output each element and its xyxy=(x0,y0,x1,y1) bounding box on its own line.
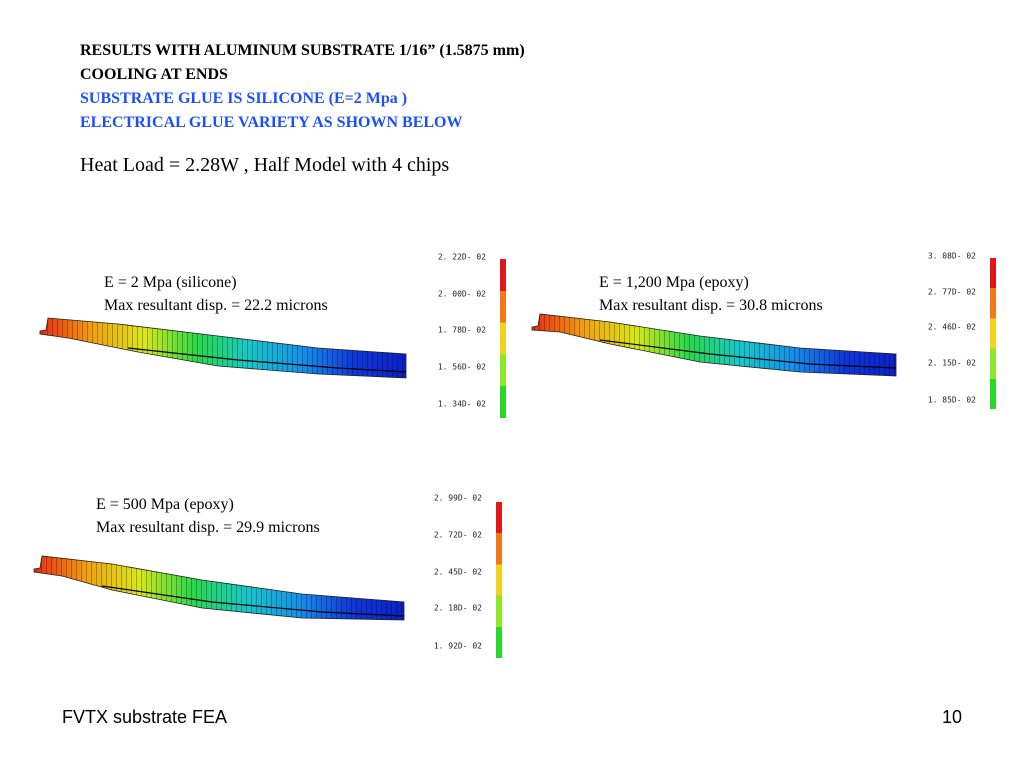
case-2-legend-tick-4: 1. 85D- 02 xyxy=(927,395,976,405)
case-2-legend-tick-2: 2. 46D- 02 xyxy=(927,322,976,332)
title-line-4: ELECTRICAL GLUE VARIETY AS SHOWN BELOW xyxy=(80,114,463,131)
case-1-labels: E = 2 Mpa (silicone) Max resultant disp.… xyxy=(104,271,328,317)
case-3-legend-tick-0: 2. 99D- 02 xyxy=(433,493,482,503)
case-1-legend-tick-0: 2. 22D- 02 xyxy=(437,252,486,262)
title-line-2: COOLING AT ENDS xyxy=(80,66,228,83)
case-3-legend-tick-4: 1. 92D- 02 xyxy=(433,641,482,651)
case-1-legend-tick-3: 1. 56D- 02 xyxy=(437,362,486,372)
case-3-beam-mesh xyxy=(34,556,404,620)
case-1-legend-tick-1: 2. 00D- 02 xyxy=(437,289,486,299)
case-3-legend-tick-2: 2. 45D- 02 xyxy=(433,567,482,577)
heat-load-text: Heat Load = 2.28W , Half Model with 4 ch… xyxy=(80,154,450,176)
case-2-legend-color-bar xyxy=(990,258,996,409)
case-2-legend-tick-3: 2. 15D- 02 xyxy=(927,358,976,368)
case-2-disp-label: Max resultant disp. = 30.8 microns xyxy=(599,297,823,314)
case-1-legend-tick-2: 1. 78D- 02 xyxy=(437,325,486,335)
case-2-beam-mesh xyxy=(532,314,896,376)
case-1-beam-plot xyxy=(39,317,407,379)
title-line-3: SUBSTRATE GLUE IS SILICONE (E=2 Mpa ) xyxy=(80,90,408,107)
case-3-modulus-label: E = 500 Mpa (epoxy) xyxy=(96,496,234,513)
case-3-disp-label: Max resultant disp. = 29.9 microns xyxy=(96,519,320,536)
case-1-beam-mesh xyxy=(40,318,406,378)
case-1-chip-outline xyxy=(127,347,407,373)
case-1-legend-color-bar xyxy=(500,259,506,418)
case-1-legend: 2. 22D- 02 2. 00D- 02 1. 78D- 02 1. 56D-… xyxy=(437,252,506,422)
footer-title: FVTX substrate FEA xyxy=(62,707,228,727)
case-2-modulus-label: E = 1,200 Mpa (epoxy) xyxy=(599,274,749,291)
title-line-1: RESULTS WITH ALUMINUM SUBSTRATE 1/16” (1… xyxy=(80,42,525,59)
case-3-legend: 2. 99D- 02 2. 72D- 02 2. 45D- 02 2. 18D-… xyxy=(432,492,502,660)
case-1-modulus-label: E = 2 Mpa (silicone) xyxy=(104,274,237,291)
case-2-labels: E = 1,200 Mpa (epoxy) Max resultant disp… xyxy=(599,271,823,317)
case-2-legend-tick-0: 3. 08D- 02 xyxy=(927,251,976,261)
case-2-legend-tick-1: 2. 77D- 02 xyxy=(927,287,976,297)
page-number: 10 xyxy=(941,707,962,727)
case-2-beam-plot xyxy=(531,313,897,377)
case-3-legend-tick-1: 2. 72D- 02 xyxy=(433,530,482,540)
case-3-labels: E = 500 Mpa (epoxy) Max resultant disp. … xyxy=(96,493,320,539)
case-1-disp-label: Max resultant disp. = 22.2 microns xyxy=(104,297,328,314)
case-2-chip-outline xyxy=(599,339,897,369)
case-1-legend-tick-4: 1. 34D- 02 xyxy=(437,399,486,409)
case-2-legend: 3. 08D- 02 2. 77D- 02 2. 46D- 02 2. 15D-… xyxy=(927,250,996,410)
case-3-chip-outline xyxy=(101,585,405,617)
case-3-beam-plot xyxy=(33,555,405,621)
case-3-legend-color-bar xyxy=(496,502,502,658)
case-3-legend-tick-3: 2. 18D- 02 xyxy=(433,603,482,613)
